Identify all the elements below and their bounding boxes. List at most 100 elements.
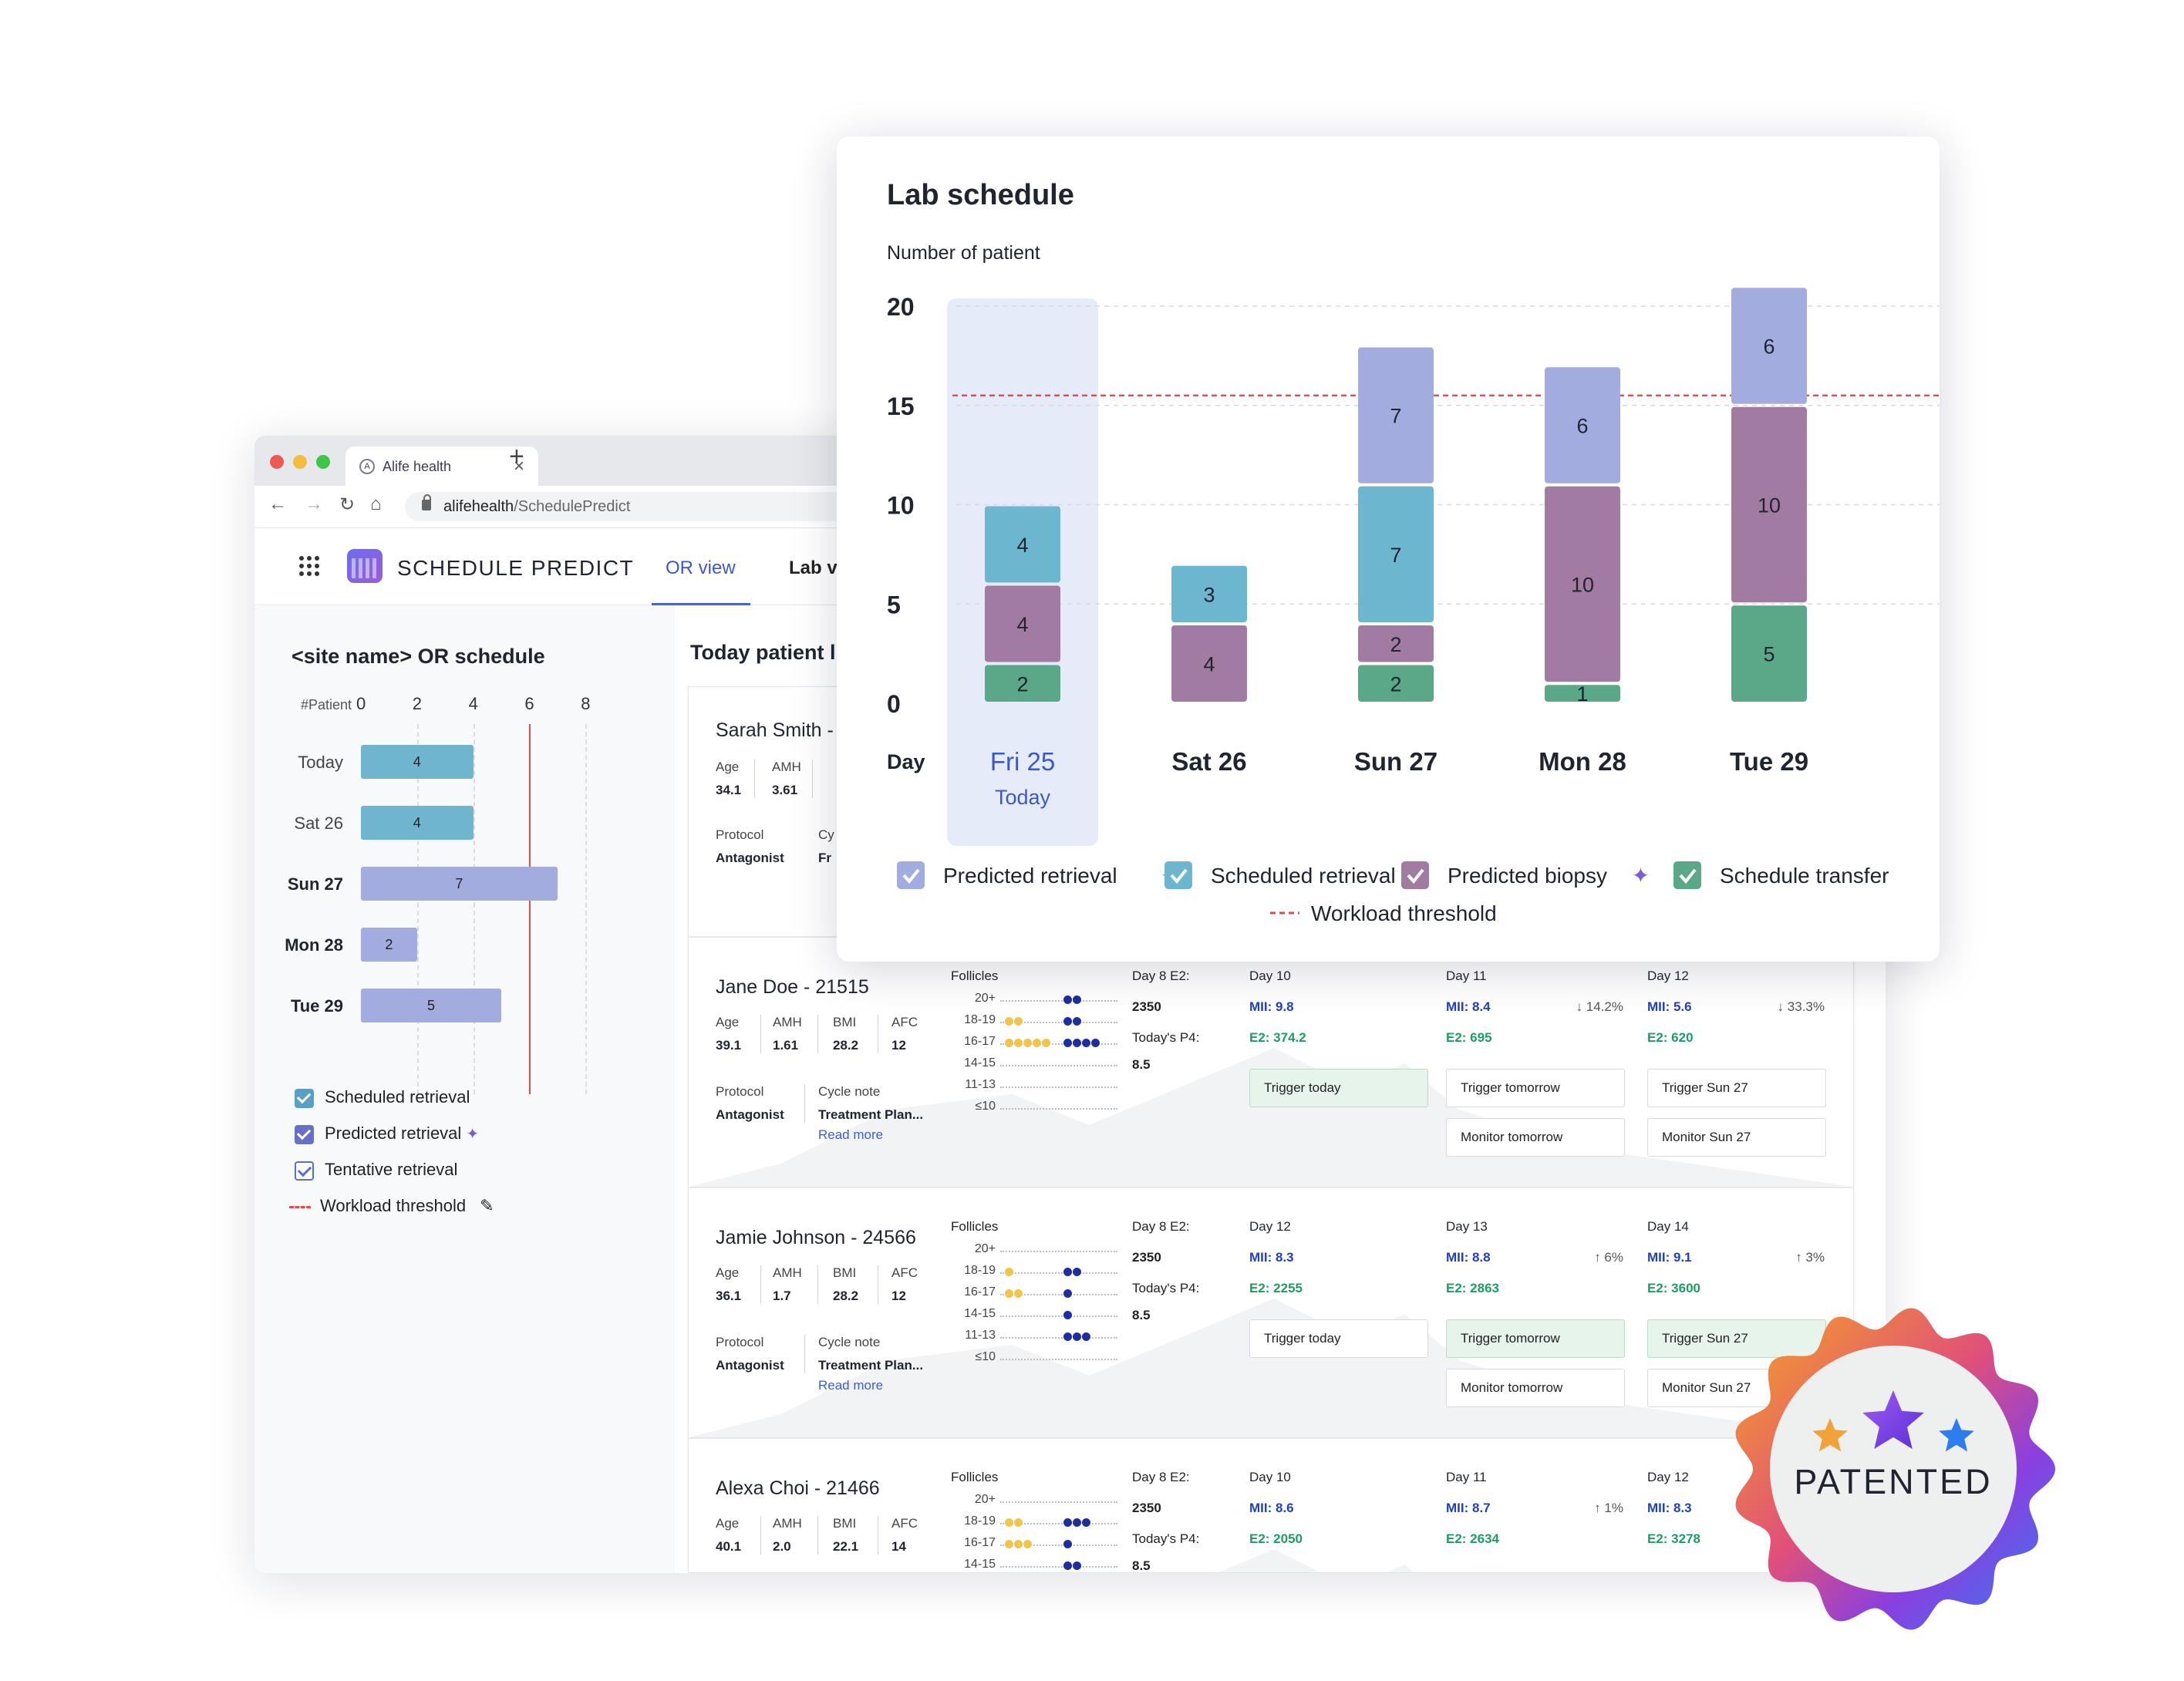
lab-bar-segment[interactable] <box>1545 685 1620 702</box>
apps-grid-icon[interactable] <box>299 556 319 576</box>
patient-row[interactable]: Alexa Choi - 21466 Age 40.1 AMH 2.0 BMI 22.1 AF… <box>689 1439 1853 1572</box>
e2-prediction: E2: 3600 <box>1647 1281 1700 1295</box>
lock-icon <box>422 494 431 510</box>
p4-value: 8.5 <box>1132 1308 1151 1322</box>
sparkle-icon: ✦ <box>1632 863 1650 888</box>
action-button[interactable]: Monitor tomorrow <box>1446 1118 1625 1157</box>
or-row-label: Sat 26 <box>294 814 343 833</box>
lab-ytick-label: 0 <box>887 690 901 718</box>
mii-row: MII: 5.6 ↓ 33.3% <box>1647 999 1848 1015</box>
lab-bar-segment[interactable] <box>1358 486 1434 622</box>
follicle-row: ≤10 <box>951 1350 1136 1367</box>
pencil-edit-icon[interactable]: ✎ <box>480 1196 494 1215</box>
home-icon[interactable]: ⌂ <box>370 494 382 514</box>
forward-arrow-icon[interactable]: → <box>305 494 323 514</box>
reload-icon[interactable]: ↻ <box>339 494 356 515</box>
lab-legend-item[interactable]: Predicted retrieval✦ <box>897 861 1178 889</box>
legend-tentative-retrieval[interactable]: Tentative retrieval <box>295 1160 457 1181</box>
age-cell: Age 34.1 <box>716 760 742 797</box>
lab-bar-segment[interactable] <box>1731 406 1807 603</box>
follicle-dot-yellow <box>1042 1039 1050 1047</box>
action-button[interactable]: Monitor Sun 27 <box>1647 1118 1826 1157</box>
purple-star-icon <box>1862 1390 1924 1449</box>
tab-lab-view[interactable]: Lab v <box>789 558 838 578</box>
follicle-size-label: 16-17 <box>964 1035 996 1048</box>
close-window-icon[interactable] <box>270 455 284 469</box>
cycle-note-label: Cycle note <box>818 1335 881 1349</box>
read-more-link[interactable]: Read more <box>818 1378 884 1393</box>
lab-bar-segment[interactable] <box>985 585 1060 662</box>
patient-row[interactable]: Jane Doe - 21515 Age 39.1 AMH 1.61 BMI 28.2 AFC… <box>689 938 1853 1188</box>
lab-legend-item[interactable]: Schedule transfer <box>1673 861 1889 889</box>
read-more-link[interactable]: Read more <box>818 1127 884 1142</box>
legend-predicted-retrieval[interactable]: Predicted retrieval ✦ <box>295 1123 479 1144</box>
patient-row[interactable]: Jamie Johnson - 24566 Age 36.1 AMH 1.7 BMI 28.… <box>689 1188 1853 1439</box>
lab-legend-label: Scheduled retrieval <box>1211 864 1396 888</box>
lab-legend-item[interactable]: Scheduled retrieval <box>1164 861 1396 889</box>
legend-scheduled-retrieval[interactable]: Scheduled retrieval <box>295 1087 470 1108</box>
action-button[interactable]: Trigger Sun 27 <box>1647 1069 1826 1107</box>
mii-value: MII: 8.4 <box>1446 999 1491 1014</box>
lab-bar-segment[interactable] <box>985 665 1060 702</box>
tab-title: Alife health <box>383 459 452 474</box>
checkbox-icon[interactable] <box>295 1161 314 1181</box>
amh-label: AMH <box>773 1265 802 1280</box>
action-button[interactable]: Trigger tomorrow <box>1446 1069 1625 1107</box>
action-button[interactable]: Monitor tomorrow <box>1446 1369 1625 1407</box>
checkbox-icon[interactable] <box>1401 861 1429 889</box>
checkbox-icon[interactable] <box>1164 861 1192 889</box>
tab-or-view[interactable]: OR view <box>666 558 736 578</box>
lab-xlabel: Day <box>887 750 925 773</box>
lab-bar-segment[interactable] <box>1358 665 1434 702</box>
mii-row: MII: 8.7 ↑ 1% <box>1446 1501 1646 1516</box>
lab-bar-segment[interactable] <box>1171 625 1247 702</box>
or-bar[interactable]: 4 <box>361 745 474 779</box>
sparkle-icon: ✦ <box>466 1126 480 1143</box>
afc-value: 14 <box>891 1539 906 1554</box>
checkbox-icon[interactable] <box>295 1124 314 1144</box>
lab-bar-segment[interactable] <box>1545 367 1620 483</box>
lab-bar-segment[interactable] <box>1171 565 1247 622</box>
follicle-size-label: 18-19 <box>964 1514 996 1528</box>
patient-name: Jamie Johnson - 24566 <box>716 1227 916 1248</box>
divider <box>817 1516 818 1555</box>
afc-value: 12 <box>891 1289 906 1303</box>
action-button[interactable]: Trigger tomorrow <box>1446 1319 1625 1358</box>
action-button[interactable]: Trigger today <box>1249 1069 1428 1107</box>
new-tab-icon[interactable]: + <box>509 442 524 471</box>
divider <box>804 1335 805 1373</box>
or-schedule-panel: <site name> OR schedule #Patient 0 2 4 6 8 To… <box>254 606 675 1573</box>
browser-tab[interactable]: A Alife health × <box>345 446 538 486</box>
maximize-window-icon[interactable] <box>316 455 330 469</box>
follicle-dot-yellow <box>1014 1039 1023 1047</box>
action-button[interactable]: Trigger Sun 27 <box>1647 1319 1826 1358</box>
action-button[interactable]: Trigger today <box>1249 1319 1428 1358</box>
checkbox-icon[interactable] <box>897 861 925 889</box>
lab-bar-segment[interactable] <box>1358 625 1434 662</box>
or-bar[interactable]: 7 <box>361 867 558 901</box>
lab-legend-item[interactable]: Predicted biopsy ✦ <box>1401 861 1650 889</box>
lab-bar-segment[interactable] <box>1731 605 1807 702</box>
minimize-window-icon[interactable] <box>293 455 307 469</box>
amh-value: 1.61 <box>773 1038 799 1053</box>
follicle-dotted-line <box>1000 1294 1117 1295</box>
or-row-label: Tue 29 <box>290 996 343 1016</box>
back-arrow-icon[interactable]: ← <box>268 494 287 514</box>
lab-bar-segment[interactable] <box>1358 347 1434 483</box>
follicle-dot-yellow <box>1005 1518 1013 1527</box>
tab-close-icon[interactable]: × <box>514 456 525 477</box>
or-bar[interactable]: 5 <box>361 989 501 1022</box>
e2-prediction: E2: 374.2 <box>1249 1030 1306 1045</box>
or-bar[interactable]: 2 <box>361 928 417 962</box>
lab-bar-segment[interactable] <box>985 506 1060 583</box>
mii-row: MII: 8.3 <box>1249 1250 1450 1265</box>
or-bar[interactable]: 4 <box>361 806 474 840</box>
checkbox-icon[interactable] <box>1673 861 1701 889</box>
lab-bar-segment[interactable] <box>1731 288 1807 404</box>
lab-bar-segment[interactable] <box>1545 486 1620 682</box>
patient-name: Sarah Smith - <box>716 719 834 741</box>
mii-value: MII: 5.6 <box>1647 999 1692 1014</box>
checkbox-icon[interactable] <box>295 1088 314 1108</box>
follicle-row: 14-15 <box>951 1056 1136 1073</box>
follicle-dot-blue <box>1073 1518 1081 1527</box>
